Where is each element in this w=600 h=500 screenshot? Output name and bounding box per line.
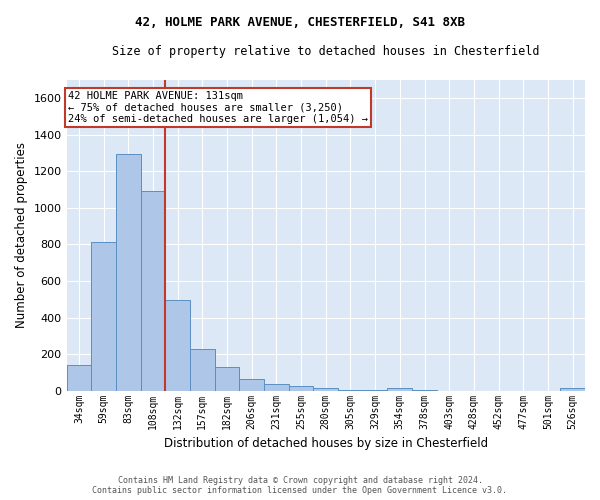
Bar bbox=[289, 386, 313, 390]
Bar bbox=[239, 379, 264, 390]
Y-axis label: Number of detached properties: Number of detached properties bbox=[15, 142, 28, 328]
Bar bbox=[91, 242, 116, 390]
Bar bbox=[67, 365, 91, 390]
Bar bbox=[190, 348, 215, 391]
Bar bbox=[140, 190, 165, 390]
Bar bbox=[388, 388, 412, 390]
Bar bbox=[313, 388, 338, 390]
Bar bbox=[264, 384, 289, 390]
Text: 42 HOLME PARK AVENUE: 131sqm
← 75% of detached houses are smaller (3,250)
24% of: 42 HOLME PARK AVENUE: 131sqm ← 75% of de… bbox=[68, 91, 368, 124]
Bar bbox=[165, 300, 190, 390]
Bar bbox=[215, 367, 239, 390]
Text: Contains HM Land Registry data © Crown copyright and database right 2024.
Contai: Contains HM Land Registry data © Crown c… bbox=[92, 476, 508, 495]
X-axis label: Distribution of detached houses by size in Chesterfield: Distribution of detached houses by size … bbox=[164, 437, 488, 450]
Bar bbox=[116, 154, 140, 390]
Title: Size of property relative to detached houses in Chesterfield: Size of property relative to detached ho… bbox=[112, 45, 539, 58]
Text: 42, HOLME PARK AVENUE, CHESTERFIELD, S41 8XB: 42, HOLME PARK AVENUE, CHESTERFIELD, S41… bbox=[135, 16, 465, 29]
Bar bbox=[560, 388, 585, 390]
